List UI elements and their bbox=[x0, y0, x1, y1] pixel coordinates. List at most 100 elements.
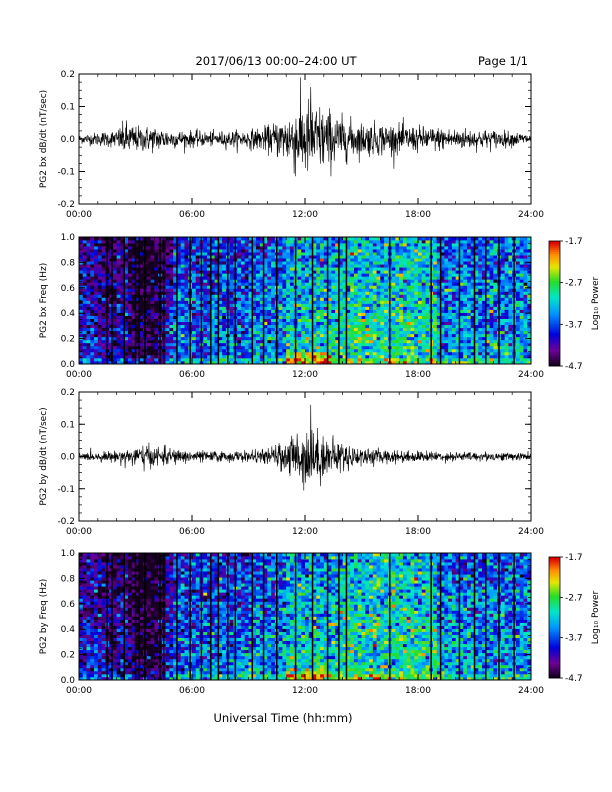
spectrogram-cell bbox=[436, 288, 441, 292]
spectrogram-cell bbox=[440, 249, 445, 253]
spectrogram-cell bbox=[86, 348, 91, 353]
spectrogram-cell bbox=[184, 264, 189, 268]
spectrogram-cell bbox=[192, 279, 197, 283]
spectrogram-cell bbox=[180, 255, 185, 259]
spectrogram-cell bbox=[466, 309, 472, 313]
spectrogram-cell bbox=[508, 303, 513, 307]
spectrogram-cell bbox=[448, 264, 453, 268]
spectrogram-cell bbox=[331, 282, 336, 286]
spectrogram-cell bbox=[305, 297, 310, 301]
spectrogram-cell bbox=[402, 261, 408, 265]
spectrogram-cell bbox=[90, 294, 95, 298]
spectrogram-cell bbox=[395, 348, 400, 353]
spectrogram-cell bbox=[109, 246, 114, 250]
spectrogram-cell bbox=[237, 348, 242, 353]
spectrogram-cell bbox=[482, 258, 487, 262]
spectrogram-cell bbox=[399, 246, 404, 250]
spectrogram-cell bbox=[218, 255, 223, 259]
spectrogram-cell bbox=[112, 288, 118, 292]
spectrogram-cell bbox=[267, 351, 272, 356]
spectrogram-cell bbox=[289, 333, 295, 338]
spectrogram-cell bbox=[372, 309, 377, 313]
spectrogram-cell bbox=[101, 354, 106, 359]
spectrogram-cell bbox=[214, 300, 219, 304]
spectrogram-cell bbox=[278, 261, 283, 265]
spectrogram-cell bbox=[112, 291, 118, 295]
spectrogram-cell bbox=[94, 258, 99, 262]
spectrogram-cell bbox=[289, 348, 295, 353]
y-tick-label: -0.1 bbox=[57, 168, 75, 178]
spectrogram-cell bbox=[248, 237, 253, 241]
spectrogram-cell bbox=[410, 249, 415, 253]
spectrogram-cell bbox=[323, 357, 328, 362]
spectrogram-cell bbox=[338, 243, 344, 247]
spectrogram-cell bbox=[316, 348, 321, 353]
spectrogram-cell bbox=[165, 321, 170, 326]
spectrogram-cell bbox=[470, 264, 475, 268]
spectrogram-cell bbox=[482, 261, 487, 265]
spectrogram-cell bbox=[207, 312, 212, 316]
spectrogram-cell bbox=[421, 249, 426, 253]
spectrogram-cell bbox=[210, 294, 215, 298]
spectrogram-cell bbox=[320, 258, 325, 262]
spectrogram-cell bbox=[478, 270, 483, 274]
spectrogram-cell bbox=[109, 357, 114, 362]
spectrogram-cell bbox=[436, 270, 441, 274]
spectrogram-cell bbox=[353, 324, 359, 329]
spectrogram-cell bbox=[440, 348, 445, 353]
spectrogram-cell bbox=[436, 267, 441, 271]
spectrogram-cell bbox=[116, 261, 121, 265]
spectrogram-cell bbox=[353, 273, 359, 277]
spectrogram-cell bbox=[82, 351, 87, 356]
spectrogram-cell bbox=[131, 339, 136, 344]
spectrogram-cell bbox=[478, 303, 483, 307]
spectrogram-cell bbox=[271, 309, 276, 313]
spectrogram-cell bbox=[195, 270, 200, 274]
spectrogram-cell bbox=[459, 267, 464, 271]
spectrogram-cell bbox=[316, 321, 321, 326]
spectrogram-cell bbox=[455, 249, 460, 253]
spectrogram-cell bbox=[267, 258, 272, 262]
spectrogram-cell bbox=[369, 336, 374, 341]
spectrogram-cell bbox=[346, 312, 351, 316]
spectrogram-cell bbox=[297, 258, 302, 262]
spectrogram-cell bbox=[451, 297, 457, 301]
spectrogram-cell bbox=[338, 252, 344, 256]
spectrogram-cell bbox=[444, 357, 449, 362]
spectrogram-cell bbox=[203, 360, 208, 365]
spectrogram-cell bbox=[421, 318, 426, 323]
spectrogram-cell bbox=[463, 315, 468, 319]
spectrogram-cell bbox=[357, 330, 362, 335]
spectrogram-cell bbox=[169, 267, 174, 271]
spectrogram-cell bbox=[384, 330, 389, 335]
spectrogram-cell bbox=[451, 240, 457, 244]
spectrogram-cell bbox=[210, 345, 215, 350]
spectrogram-cell bbox=[150, 315, 155, 319]
spectrogram-cell bbox=[256, 357, 261, 362]
spectrogram-cell bbox=[240, 300, 246, 304]
spectrogram-cell bbox=[335, 306, 340, 310]
spectrogram-cell bbox=[327, 330, 332, 335]
spectrogram-cell bbox=[256, 261, 261, 265]
spectrogram-cell bbox=[466, 303, 472, 307]
spectrogram-cell bbox=[436, 330, 441, 335]
spectrogram-cell bbox=[459, 342, 464, 347]
spectrogram-cell bbox=[365, 354, 370, 359]
spectrogram-cell bbox=[444, 264, 449, 268]
spectrogram-cell bbox=[146, 291, 151, 295]
spectrogram-cell bbox=[192, 276, 197, 280]
spectrogram-cell bbox=[135, 327, 140, 332]
spectrogram-cell bbox=[86, 273, 91, 277]
spectrogram-cell bbox=[192, 249, 197, 253]
spectrogram-cell bbox=[289, 351, 295, 356]
spectrogram-cell bbox=[135, 249, 140, 253]
spectrogram-cell bbox=[399, 318, 404, 323]
spectrogram-cell bbox=[240, 330, 246, 335]
spectrogram-cell bbox=[210, 333, 215, 338]
spectrogram-cell bbox=[289, 258, 295, 262]
spectrogram-cell bbox=[421, 282, 426, 286]
spectrogram-cell bbox=[395, 237, 400, 241]
spectrogram-cell bbox=[444, 315, 449, 319]
spectrogram-cell bbox=[94, 246, 99, 250]
spectrogram-cell bbox=[79, 324, 84, 329]
